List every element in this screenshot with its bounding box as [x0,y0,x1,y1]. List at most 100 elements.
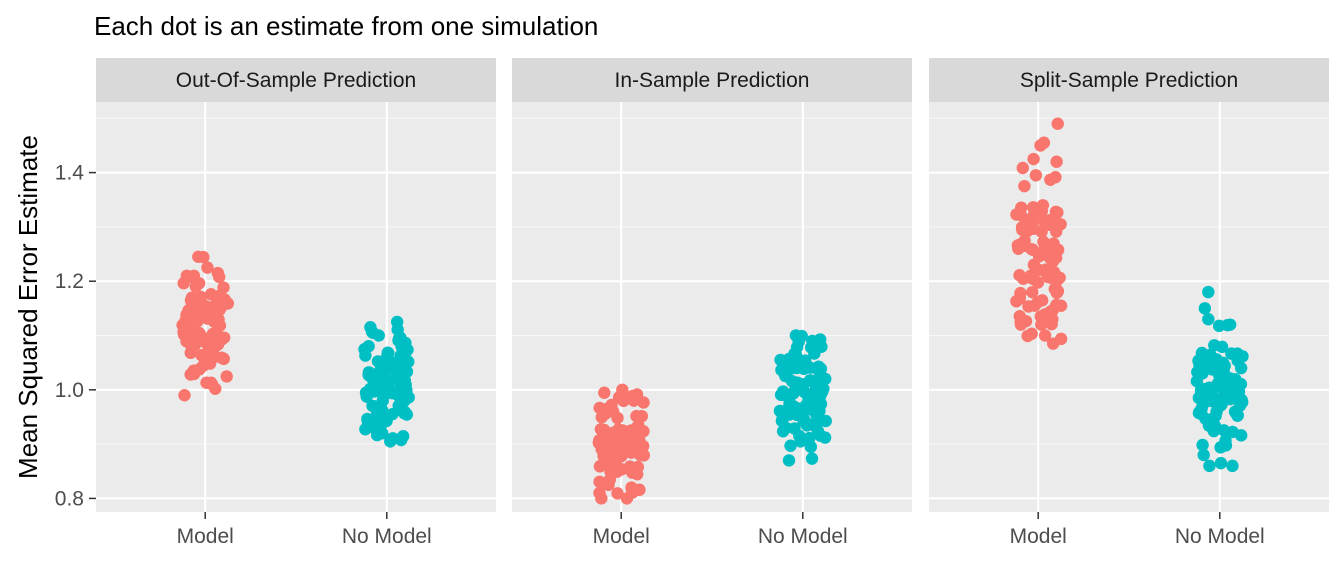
data-point [400,383,413,397]
facet-strip-label: Split-Sample Prediction [1020,69,1238,92]
data-point [788,422,801,435]
data-point [207,341,221,354]
data-point [1197,448,1210,462]
data-point [1050,155,1063,168]
data-point [593,475,606,489]
data-point [398,355,412,368]
x-tick-label: No Model [342,525,432,548]
data-point [1226,425,1239,439]
data-point [808,347,821,360]
data-point [611,411,624,425]
data-point [1202,285,1215,299]
data-point [214,301,228,314]
data-point [1198,302,1212,315]
panels-layer: 0.8 1.0 1.2 1.4 Out-Of-Sample Prediction Mode… [55,58,1329,548]
data-point [182,303,195,317]
data-point [630,468,644,481]
data-point [1214,456,1228,470]
data-point [1045,317,1058,331]
data-point [1018,179,1031,193]
data-point [391,323,404,336]
data-point [1015,201,1028,214]
data-point [1027,201,1040,214]
data-point [1208,391,1221,405]
data-point [212,270,226,284]
data-point [185,291,199,304]
facet-panel: Split-Sample Prediction Model No Model [929,58,1329,548]
data-point [1212,368,1226,382]
data-point [1024,269,1037,283]
data-point [790,361,803,375]
data-point [359,423,372,436]
data-point [177,325,190,339]
data-point [614,390,628,403]
facet-strip-label: Out-Of-Sample Prediction [176,69,416,92]
data-point [1049,171,1062,184]
data-point [786,387,800,400]
data-point [1226,459,1239,473]
facet-panel: Out-Of-Sample Prediction Model No Model [96,58,496,548]
panel-background [929,102,1329,512]
data-point [1037,235,1050,249]
facet-panel: In-Sample Prediction Model No Model [512,58,912,548]
data-point [1043,251,1056,264]
data-point [1022,300,1035,313]
data-point [605,398,618,412]
data-point [1051,117,1064,130]
data-point [1029,169,1043,182]
data-point [1195,407,1208,421]
data-point [1203,459,1216,473]
data-point [1036,294,1049,307]
data-point [187,364,200,377]
x-tick-label: No Model [1175,525,1265,548]
x-tick-label: Model [177,525,234,548]
data-point [803,431,816,445]
data-point [1194,364,1208,377]
data-point [1013,309,1026,323]
data-point [362,366,376,379]
data-point [195,349,208,362]
data-point [593,486,606,500]
x-tick-label: Model [593,525,650,548]
data-point [611,487,624,500]
data-point [192,277,206,290]
point-group [1010,117,1068,350]
data-point [1021,329,1034,343]
data-point [1038,329,1052,342]
data-point [1208,339,1221,352]
point-group [592,383,650,505]
data-point [386,432,400,445]
facet-strip [929,58,1329,102]
x-tick-label: No Model [758,525,848,548]
data-point [614,448,628,461]
data-point [1034,139,1047,152]
data-point [201,261,214,274]
data-point [190,331,203,344]
y-tick-label: 1.0 [55,379,84,402]
data-point [800,419,814,432]
facet-strip-label: In-Sample Prediction [615,69,810,92]
data-point [1214,441,1227,454]
data-point [603,473,617,486]
data-point [392,334,405,347]
data-point [601,437,614,451]
point-group [176,250,235,402]
data-point [818,431,832,444]
data-point [1054,299,1068,312]
data-point [781,402,794,416]
facet-strip [96,58,496,102]
x-tick-label: Model [1010,525,1067,548]
data-point [610,465,624,478]
data-point [197,250,210,264]
data-point [1026,243,1040,257]
data-point [1048,213,1062,227]
data-point [203,357,217,370]
data-point [1212,319,1226,333]
data-point [365,384,379,398]
data-point [192,307,206,320]
data-point [626,434,640,447]
data-point [183,270,196,284]
y-tick-label: 1.4 [55,162,85,185]
